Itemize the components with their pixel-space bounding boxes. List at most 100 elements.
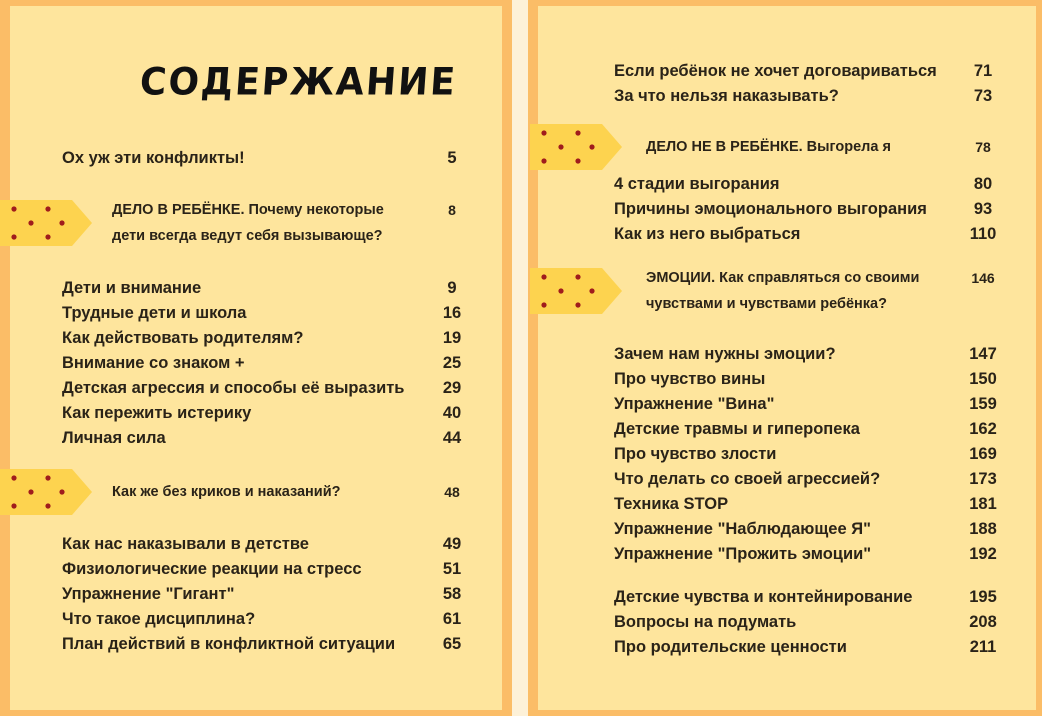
toc-entry[interactable]: Трудные дети и школа — [62, 304, 247, 322]
toc-section-page-number: 8 — [448, 202, 456, 218]
toc-entry[interactable]: Физиологические реакции на стресс — [62, 560, 362, 578]
toc-section-title-line2[interactable]: чувствами и чувствами ребёнка? — [646, 296, 887, 312]
toc-page-number: 73 — [973, 87, 993, 105]
toc-entry[interactable]: Если ребёнок не хочет договариваться — [614, 62, 937, 80]
toc-section-title[interactable]: Как же без криков и наказаний? — [112, 484, 341, 500]
toc-page-number: 29 — [442, 379, 462, 397]
toc-page-number: 169 — [969, 445, 997, 463]
left-page — [10, 6, 502, 710]
marker-dot — [589, 288, 595, 294]
toc-page-number: 80 — [973, 175, 993, 193]
page-title: СОДЕРЖАНИЕ — [138, 60, 459, 105]
toc-entry[interactable]: Внимание со знаком + — [62, 354, 245, 372]
toc-entry[interactable]: 4 стадии выгорания — [614, 175, 780, 193]
toc-entry[interactable]: Про чувство злости — [614, 445, 777, 463]
toc-page-number: 71 — [973, 62, 993, 80]
toc-page-number: 150 — [969, 370, 997, 388]
toc-entry[interactable]: Как нас наказывали в детстве — [62, 535, 309, 553]
section-marker-icon — [530, 268, 622, 314]
toc-entry[interactable]: Детские травмы и гиперопека — [614, 420, 860, 438]
toc-page-number: 51 — [442, 560, 462, 578]
toc-entry[interactable]: Дети и внимание — [62, 279, 202, 297]
page-gutter — [512, 0, 528, 716]
marker-dot — [28, 220, 34, 226]
toc-entry[interactable]: Ох уж эти конфликты! — [62, 149, 245, 167]
toc-page-number: 110 — [969, 225, 997, 243]
toc-entry[interactable]: Детские чувства и контейнирование — [614, 588, 913, 606]
marker-dot — [541, 130, 547, 136]
toc-page-number: 195 — [969, 588, 997, 606]
toc-entry[interactable]: Про родительские ценности — [614, 638, 847, 656]
toc-entry[interactable]: Про чувство вины — [614, 370, 766, 388]
toc-page-number: 162 — [969, 420, 997, 438]
toc-entry[interactable]: Детская агрессия и способы её выразить — [62, 379, 405, 397]
marker-dot — [45, 503, 51, 509]
right-page — [538, 6, 1036, 710]
toc-section-title[interactable]: ЭМОЦИИ. Как справляться со своими — [646, 270, 920, 286]
toc-page-number: 25 — [442, 354, 462, 372]
toc-section-page-number: 78 — [975, 139, 991, 155]
toc-page-number: 211 — [969, 638, 997, 656]
toc-entry[interactable]: Упражнение "Прожить эмоции" — [614, 545, 872, 563]
toc-entry[interactable]: Как пережить истерику — [62, 404, 252, 422]
toc-page-number: 40 — [442, 404, 462, 422]
toc-page-number: 9 — [447, 279, 457, 297]
toc-page-number: 147 — [969, 345, 997, 363]
marker-dot — [575, 274, 581, 280]
toc-entry[interactable]: Упражнение "Вина" — [614, 395, 775, 413]
marker-dot — [59, 220, 65, 226]
marker-dot — [59, 489, 65, 495]
marker-dot — [45, 234, 51, 240]
toc-entry[interactable]: Что такое дисциплина? — [62, 610, 256, 628]
marker-dot — [45, 475, 51, 481]
marker-dot — [558, 144, 564, 150]
toc-page-number: 58 — [442, 585, 462, 603]
section-marker-icon — [0, 469, 92, 515]
toc-entry[interactable]: Как действовать родителям? — [62, 329, 304, 347]
toc-entry[interactable]: Причины эмоционального выгорания — [614, 200, 927, 218]
marker-dot — [11, 503, 17, 509]
toc-entry[interactable]: За что нельзя наказывать? — [614, 87, 839, 105]
marker-dot — [541, 274, 547, 280]
marker-dot — [11, 475, 17, 481]
toc-section-title[interactable]: ДЕЛО НЕ В РЕБЁНКЕ. Выгорела я — [646, 139, 891, 155]
toc-entry[interactable]: Упражнение "Наблюдающее Я" — [614, 520, 871, 538]
toc-section-page-number: 48 — [444, 484, 460, 500]
toc-section-title-line2[interactable]: дети всегда ведут себя вызывающе? — [112, 228, 383, 244]
marker-dot — [28, 489, 34, 495]
toc-entry[interactable]: Личная сила — [62, 429, 166, 447]
toc-section-title[interactable]: ДЕЛО В РЕБЁНКЕ. Почему некоторые — [112, 202, 384, 218]
toc-section-page-number: 146 — [971, 270, 995, 286]
marker-dot — [589, 144, 595, 150]
toc-page-number: 173 — [969, 470, 997, 488]
toc-page-number: 188 — [969, 520, 997, 538]
marker-dot — [575, 158, 581, 164]
toc-entry[interactable]: Вопросы на подумать — [614, 613, 797, 631]
toc-entry[interactable]: Зачем нам нужны эмоции? — [614, 345, 836, 363]
toc-page-number: 44 — [442, 429, 462, 447]
toc-page-number: 181 — [969, 495, 997, 513]
toc-page-number: 16 — [442, 304, 462, 322]
toc-entry[interactable]: План действий в конфликтной ситуации — [62, 635, 396, 653]
toc-entry[interactable]: Как из него выбраться — [614, 225, 801, 243]
toc-page-number: 5 — [447, 149, 457, 167]
marker-dot — [541, 302, 547, 308]
toc-page-number: 65 — [442, 635, 462, 653]
toc-page-number: 208 — [969, 613, 997, 631]
toc-entry[interactable]: Техника STOP — [614, 495, 729, 513]
toc-page-number: 192 — [969, 545, 997, 563]
toc-page-number: 19 — [442, 329, 462, 347]
marker-dot — [575, 130, 581, 136]
section-marker-icon — [530, 124, 622, 170]
section-marker-icon — [0, 200, 92, 246]
marker-dot — [11, 234, 17, 240]
toc-page-number: 49 — [442, 535, 462, 553]
marker-dot — [11, 206, 17, 212]
toc-page-number: 93 — [973, 200, 993, 218]
toc-page-number: 159 — [969, 395, 997, 413]
marker-dot — [45, 206, 51, 212]
toc-page-number: 61 — [442, 610, 462, 628]
toc-entry[interactable]: Что делать со своей агрессией? — [614, 470, 881, 488]
marker-dot — [558, 288, 564, 294]
toc-entry[interactable]: Упражнение "Гигант" — [62, 585, 235, 603]
